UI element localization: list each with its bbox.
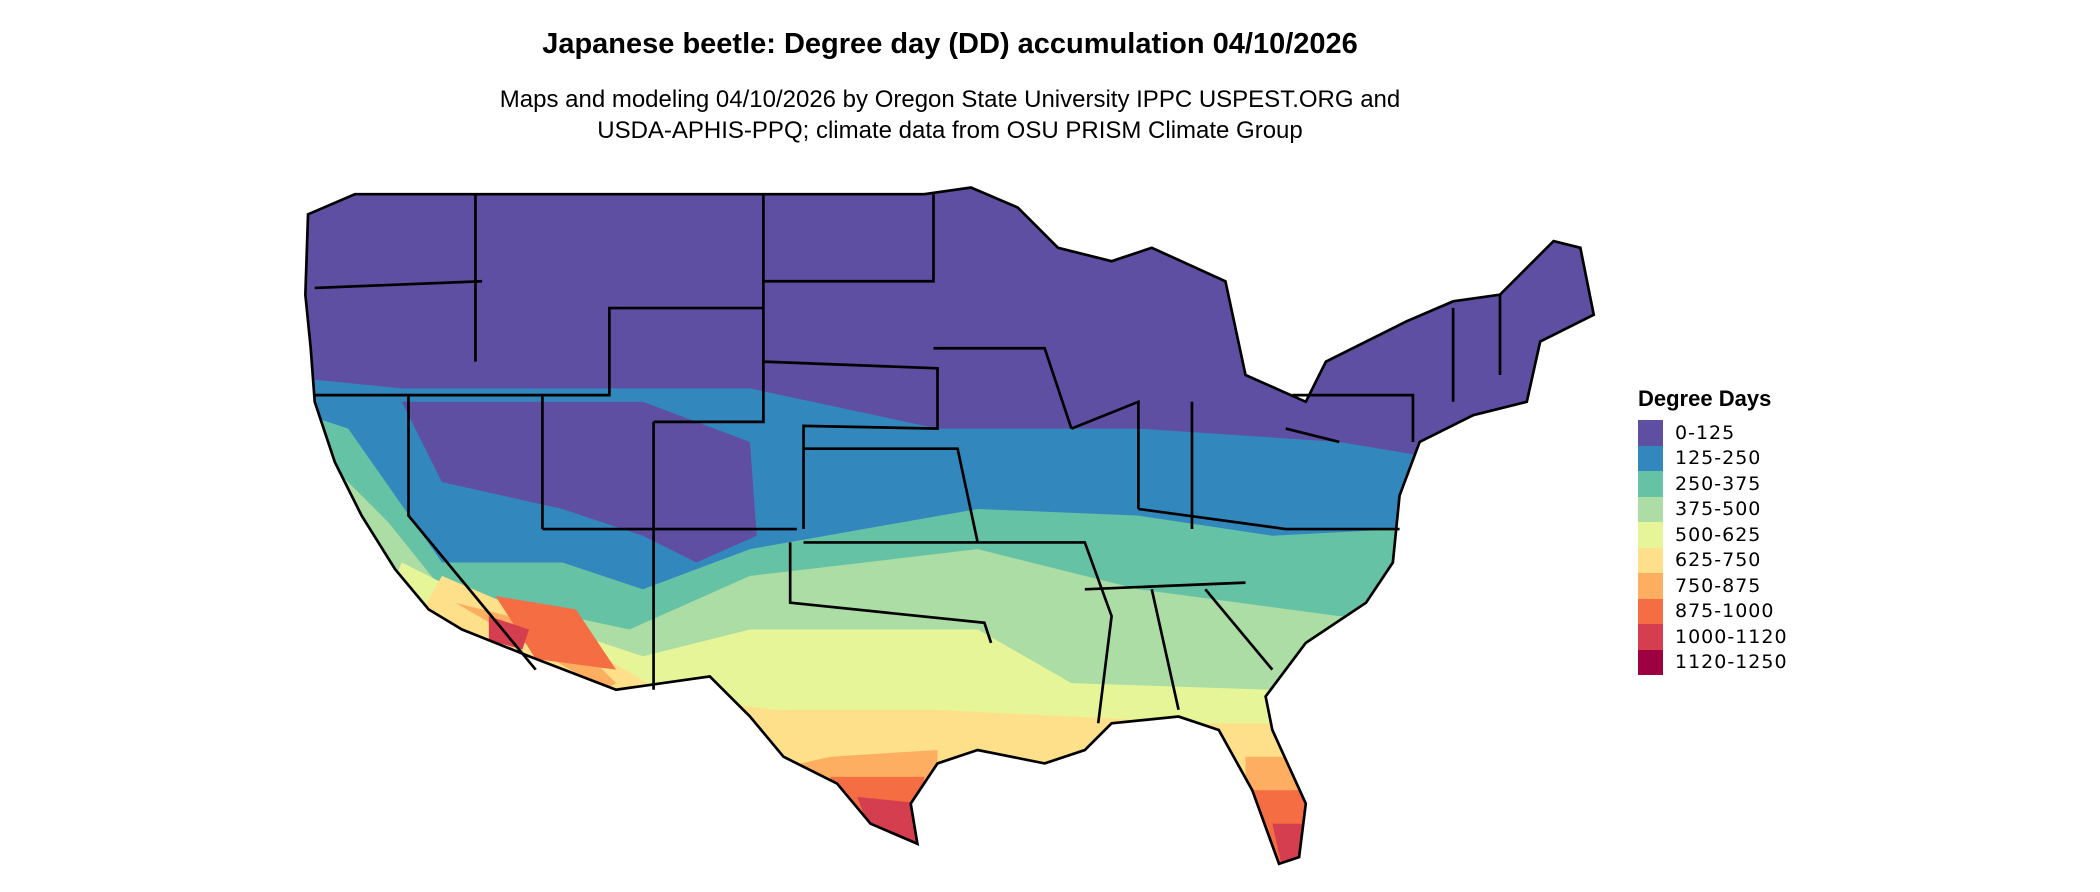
legend-label: 0-125	[1675, 421, 1736, 444]
map-subtitle: Maps and modeling 04/10/2026 by Oregon S…	[0, 84, 1900, 146]
legend-item: 1000-1120	[1638, 624, 1788, 650]
legend-label: 625-750	[1675, 549, 1762, 572]
legend-items: 0-125 125-250 250-375 375-500 500-625 625-750…	[1638, 420, 1788, 675]
legend-swatch	[1638, 598, 1663, 624]
legend-label: 375-500	[1675, 498, 1762, 521]
legend-label: 1120-1250	[1675, 651, 1788, 674]
legend-swatch	[1638, 522, 1663, 548]
band-0-125-rockies	[401, 401, 757, 563]
legend-swatch	[1638, 573, 1663, 599]
legend-swatch	[1638, 547, 1663, 573]
legend-swatch	[1638, 445, 1663, 471]
legend-swatch	[1638, 624, 1663, 650]
legend-label: 875-1000	[1675, 600, 1775, 623]
legend-swatch	[1638, 420, 1663, 446]
legend-item: 500-625	[1638, 522, 1788, 548]
legend-item: 875-1000	[1638, 598, 1788, 624]
legend-swatch	[1638, 496, 1663, 522]
legend-item: 375-500	[1638, 496, 1788, 522]
map-title: Japanese beetle: Degree day (DD) accumul…	[542, 28, 1358, 60]
band-1000-1120	[488, 616, 1326, 864]
legend-label: 125-250	[1675, 447, 1762, 470]
legend: Degree Days 0-125 125-250 250-375 375-500 50…	[1638, 386, 1788, 675]
subtitle-line-2: USDA-APHIS-PPQ; climate data from OSU PR…	[597, 117, 1303, 144]
state-borders	[304, 186, 1596, 866]
legend-title: Degree Days	[1638, 386, 1772, 411]
legend-label: 1000-1120	[1675, 625, 1788, 648]
legend-item: 0-125	[1638, 420, 1788, 446]
legend-item: 750-875	[1638, 573, 1788, 599]
legend-item: 125-250	[1638, 445, 1788, 471]
subtitle-line-1: Maps and modeling 04/10/2026 by Oregon S…	[499, 86, 1401, 113]
legend-item: 1120-1250	[1638, 649, 1788, 675]
legend-label: 750-875	[1675, 574, 1762, 597]
legend-label: 250-375	[1675, 472, 1762, 495]
legend-swatch	[1638, 471, 1663, 497]
legend-swatch	[1638, 649, 1663, 675]
legend-label: 500-625	[1675, 523, 1762, 546]
legend-item: 250-375	[1638, 471, 1788, 497]
legend-item: 625-750	[1638, 547, 1788, 573]
